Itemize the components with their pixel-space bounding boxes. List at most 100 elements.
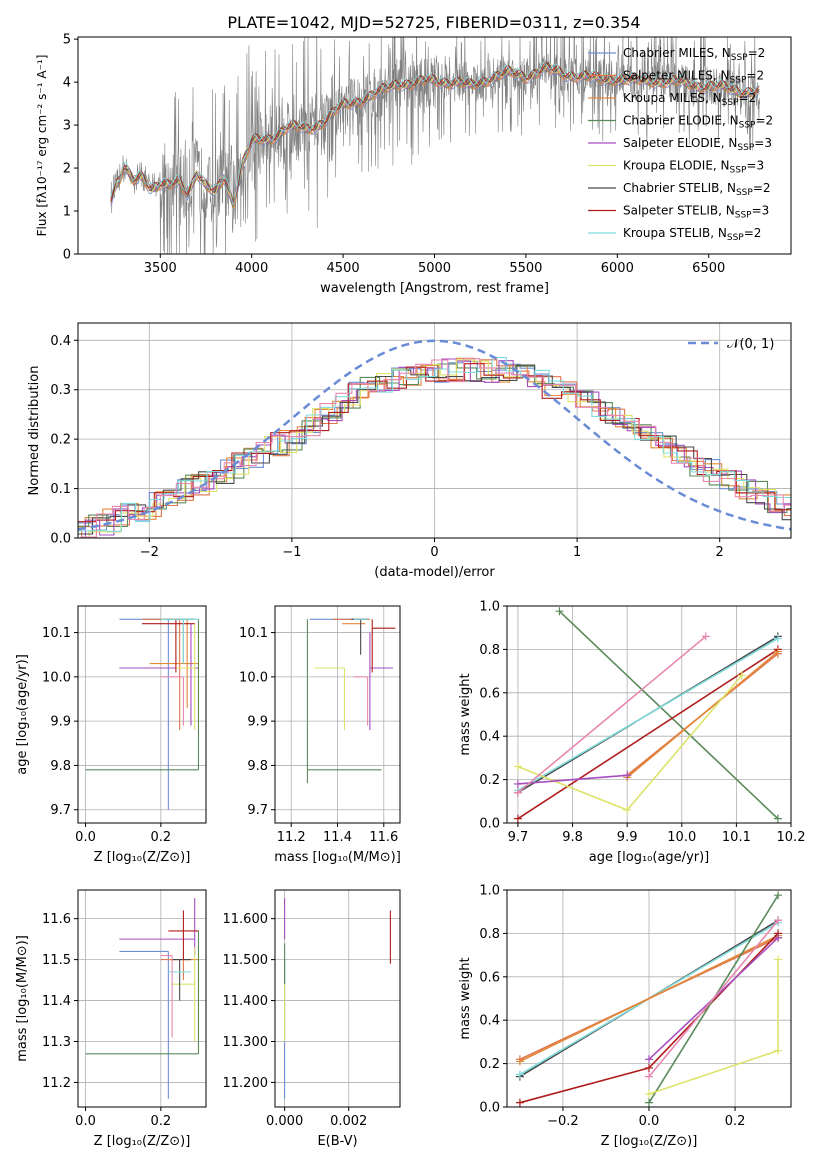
x-tick-label: 11.4 (323, 830, 352, 845)
point-marker (645, 1098, 653, 1107)
hist-salpeter_elodie (78, 358, 791, 538)
mass_vs_ebv-axes (275, 890, 400, 1107)
residual_hist-frame: −2 −1 0 1 2 0.0 0.1 0.2 0.3 0.4 (data-model)/error… (27, 322, 792, 580)
age_vs_mass-axes (275, 606, 400, 823)
series-line (648, 959, 779, 1095)
legend-label-salpeter_miles: Salpeter MILES, NSSP=2 (623, 69, 764, 86)
legend-label-salpeter_stelib: Salpeter STELIB, NSSP=3 (623, 204, 769, 221)
series-line (626, 650, 779, 779)
y-tick-label: 1.0 (479, 600, 500, 615)
x-tick-label: 11.2 (277, 830, 306, 845)
y-tick-label: 0.4 (479, 1014, 500, 1029)
x-axis-label: Z [log₁₀(Z/Z⊙)] (94, 850, 191, 865)
x-tick-label: 10.2 (777, 830, 806, 845)
weight_vs_z-frame: −0.2 0.0 0.2 0.0 0.2 0.4 0.6 0.8 1.0 Z [log₁₀(Z/Z… (458, 884, 792, 1149)
series-chabrier_elodie (555, 607, 782, 823)
mass_vs_z-frame: 0.0 0.2 11.2 11.3 11.4 11.5 11.6 Z [log₁₀(Z/Z⊙)… (15, 889, 207, 1149)
x-tick-label: 0.2 (150, 1114, 171, 1129)
series-pink (645, 916, 783, 1081)
x-tick-label: −2 (140, 545, 159, 560)
y-axis-label: mass [log₁₀(M/M⊙)] (15, 935, 30, 1062)
hist-kroupa_stelib (78, 357, 791, 532)
y-tick-label: 11.200 (223, 1076, 269, 1091)
x-tick-label: 0 (430, 545, 438, 560)
x-tick-label: 0.0 (75, 1114, 96, 1129)
mass_vs_z-plot (85, 898, 200, 1099)
point-marker (623, 771, 632, 780)
y-tick-label: 0.3 (50, 383, 71, 398)
age_vs_z-frame: 0.0 0.2 9.7 9.8 9.9 10.0 10.1 Z [log₁₀(Z/Z⊙)] ag… (15, 605, 207, 865)
errorbar-chabrier_stelib (351, 618, 368, 655)
errorbar-kroupa_elodie (175, 623, 196, 730)
y-tick-label: 11.400 (223, 994, 269, 1009)
y-tick-label: 0.2 (479, 1057, 500, 1072)
legend-label-chabrier_elodie: Chabrier ELODIE, NSSP=2 (623, 114, 773, 131)
axes-frame (77, 605, 207, 824)
x-tick-label: 6500 (692, 261, 725, 276)
errorbar-salpeter_stelib (371, 619, 396, 673)
point-marker (515, 1098, 524, 1107)
hist-salpeter_stelib (78, 363, 791, 523)
errorbar-salpeter_miles (160, 959, 191, 981)
series-line (517, 774, 628, 785)
age_vs_mass-frame: 11.2 11.4 11.6 9.7 9.8 9.9 10.0 10.1 mass [log₁₀… (239, 605, 401, 865)
x-tick-label: 0.2 (150, 830, 171, 845)
series-line (517, 637, 779, 792)
x-axis-label: E(B-V) (317, 1134, 357, 1149)
series-line (648, 919, 779, 1078)
point-marker (774, 933, 783, 942)
x-axis-label: Z [log₁₀(Z/Z⊙)] (601, 1134, 698, 1149)
y-tick-label: 11.300 (223, 1035, 269, 1050)
errorbar-chabrier_elodie (85, 619, 200, 771)
histogram-legend: 𝒩(0, 1) (688, 337, 774, 352)
errorbar-salpeter_elodie (119, 898, 196, 956)
axes-frame (274, 889, 401, 1108)
y-tick-label: 9.9 (247, 715, 268, 730)
x-tick-label: 3500 (144, 261, 177, 276)
figure-title: PLATE=1042, MJD=52725, FIBERID=0311, z=0… (227, 13, 640, 32)
y-tick-label: 11.4 (42, 994, 71, 1009)
series-line (517, 648, 779, 820)
errorbar-pink (160, 676, 184, 726)
point-marker (623, 805, 632, 814)
y-tick-label: 9.8 (247, 759, 268, 774)
x-tick-label: −0.2 (547, 1114, 579, 1129)
x-tick-label: 10.1 (722, 830, 751, 845)
point-marker (773, 814, 782, 823)
y-tick-label: 10.0 (42, 670, 71, 685)
y-tick-label: 10.1 (42, 626, 71, 641)
y-tick-label: 0.0 (479, 817, 500, 832)
y-tick-label: 5 (63, 33, 71, 48)
y-tick-label: 0.4 (479, 730, 500, 745)
point-marker (513, 814, 522, 823)
errorbar-kroupa_elodie (314, 667, 345, 730)
y-tick-label: 4 (63, 76, 71, 91)
weight_vs_z-plot (515, 891, 783, 1107)
point-marker (773, 647, 782, 656)
legend-label-normal: 𝒩(0, 1) (727, 337, 774, 352)
series-salpeter_elodie (513, 771, 632, 788)
x-tick-label: 5500 (509, 261, 542, 276)
errorbar-chabrier_elodie (306, 619, 382, 784)
errorbar-salpeter_elodie (369, 632, 394, 730)
y-tick-label: 0.2 (479, 773, 500, 788)
x-axis-label: wavelength [Angstrom, rest frame] (320, 281, 549, 296)
y-tick-label: 0.2 (50, 433, 71, 448)
y-tick-label: 10.0 (239, 670, 268, 685)
point-marker (774, 955, 783, 964)
x-axis-label: (data-model)/error (374, 565, 495, 580)
y-tick-label: 11.2 (42, 1076, 71, 1091)
errorbar-pink (160, 954, 173, 1038)
x-tick-label: 0.000 (266, 1114, 303, 1129)
x-tick-label: 9.7 (508, 830, 529, 845)
weight_vs_age-plot (513, 607, 782, 823)
hist-salpeter_miles (78, 359, 791, 538)
x-tick-label: 2 (716, 545, 724, 560)
x-tick-label: 4000 (235, 261, 268, 276)
model-spectrum-chabrier_elodie (110, 65, 760, 208)
x-tick-label: −1 (282, 545, 301, 560)
point-marker (555, 607, 564, 616)
y-tick-label: 0.8 (479, 927, 500, 942)
observed-spectrum (110, 37, 760, 254)
